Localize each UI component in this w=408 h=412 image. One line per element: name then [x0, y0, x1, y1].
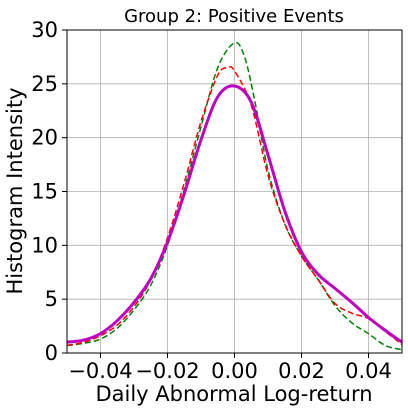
y-tick-label: 10 [31, 233, 58, 257]
y-axis-label: Histogram Intensity [3, 87, 27, 294]
x-axis-label: Daily Abnormal Log-return [95, 382, 372, 406]
grid [67, 29, 402, 354]
y-tick-label: 5 [45, 287, 58, 311]
y-tick-label: 15 [31, 180, 58, 204]
x-tick-label: −0.04 [68, 359, 132, 383]
series-line-red [66, 65, 403, 347]
series-line-green [66, 41, 403, 351]
series-group [66, 41, 403, 351]
y-tick-label: 0 [45, 341, 58, 365]
x-tick-label: 0.04 [345, 359, 392, 383]
y-tick-label: 25 [31, 72, 58, 96]
x-tick-label: −0.02 [135, 359, 199, 383]
x-ticks: −0.04 −0.02 0.00 0.02 0.04 [68, 353, 392, 383]
y-tick-label: 20 [31, 126, 58, 150]
x-tick-label: 0.00 [211, 359, 258, 383]
x-tick-label: 0.02 [278, 359, 325, 383]
series-line-magenta [66, 84, 403, 344]
y-tick-label: 30 [31, 18, 58, 42]
y-ticks: 0 5 10 15 20 25 30 [31, 18, 67, 365]
chart-title: Group 2: Positive Events [124, 6, 344, 27]
